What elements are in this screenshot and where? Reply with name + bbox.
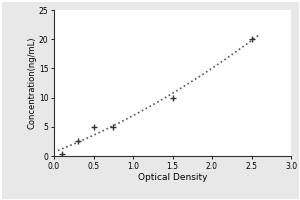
Y-axis label: Concentration(ng/mL): Concentration(ng/mL) [27, 37, 36, 129]
X-axis label: Optical Density: Optical Density [138, 173, 207, 182]
